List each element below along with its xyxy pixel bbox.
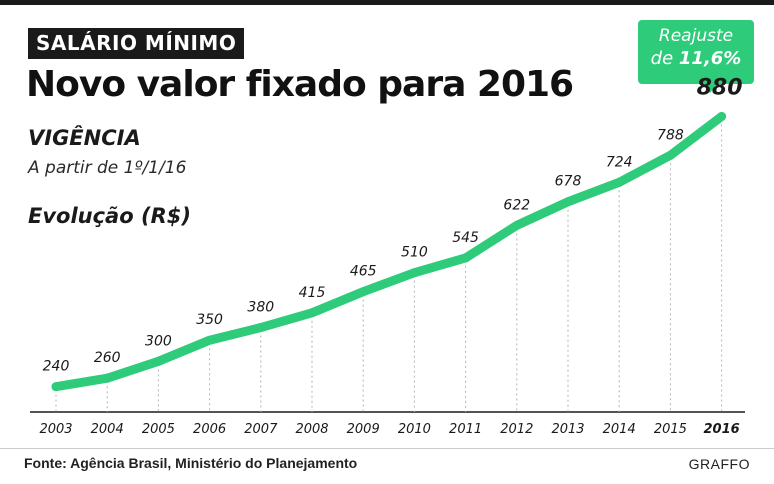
x-tick-label-2008: 2008 <box>295 422 328 437</box>
credit-note: GRAFFO <box>688 456 750 472</box>
x-tick-label-2011: 2011 <box>449 422 482 437</box>
badge-line-1: Reajuste <box>658 26 734 46</box>
data-point-2011 <box>461 253 471 263</box>
data-label-2016: 880 <box>697 75 743 100</box>
data-point-2014 <box>614 177 624 187</box>
section-tag: SALÁRIO MÍNIMO <box>28 28 245 59</box>
data-label-2008: 415 <box>299 285 326 301</box>
x-tick-label-2005: 2005 <box>142 422 175 437</box>
x-tick-label-2007: 2007 <box>244 422 278 437</box>
data-label-2004: 260 <box>94 350 121 366</box>
chart-title: Evolução (R$) <box>28 204 191 228</box>
data-point-2012 <box>512 220 522 230</box>
badge-pointer <box>703 84 717 93</box>
data-label-2003: 240 <box>43 359 70 375</box>
badge-value: 11,6% <box>678 48 742 69</box>
x-tick-label-2012: 2012 <box>500 422 533 437</box>
data-label-2005: 300 <box>145 333 172 349</box>
data-label-2007: 380 <box>247 300 274 316</box>
data-point-2009 <box>358 287 368 297</box>
top-rule <box>0 0 774 5</box>
data-label-2006: 350 <box>196 312 223 328</box>
vigencia-date: A partir de 1º/1/16 <box>28 158 187 178</box>
page-title: Novo valor fixado para 2016 <box>26 64 574 105</box>
data-point-2003 <box>51 382 61 392</box>
data-label-2015: 788 <box>657 127 684 143</box>
source-note: Fonte: Agência Brasil, Ministério do Pla… <box>24 455 358 471</box>
data-label-2014: 724 <box>606 154 633 170</box>
x-tick-label-2003: 2003 <box>39 422 72 437</box>
x-tick-label-2004: 2004 <box>91 422 124 437</box>
vigencia-title: VIGÊNCIA <box>28 126 141 150</box>
data-point-2005 <box>153 356 163 366</box>
footer-rule <box>0 448 774 449</box>
line-chart: 240 260 300 350 380 415 465 510 545 622 678 724 788 8… <box>30 75 745 437</box>
data-point-2015 <box>665 150 675 160</box>
data-label-2013: 678 <box>555 174 582 190</box>
data-point-2016 <box>717 111 727 121</box>
x-tick-label-2009: 2009 <box>347 422 380 437</box>
x-tick-label-2014: 2014 <box>603 422 636 437</box>
data-point-2007 <box>256 323 266 333</box>
data-point-2008 <box>307 308 317 318</box>
x-tick-label-2010: 2010 <box>398 422 431 437</box>
badge-prefix: de <box>650 48 679 69</box>
data-point-2010 <box>409 268 419 278</box>
x-tick-label-2015: 2015 <box>654 422 687 437</box>
x-tick-label-2016: 2016 <box>704 422 740 437</box>
data-label-2009: 465 <box>350 264 377 280</box>
x-tick-label-2013: 2013 <box>551 422 584 437</box>
data-label-2012: 622 <box>503 197 530 213</box>
series-line <box>51 111 727 392</box>
adjustment-badge: Reajuste de 11,6% <box>638 20 754 84</box>
data-label-2011: 545 <box>452 230 479 246</box>
x-tick-label-2006: 2006 <box>193 422 226 437</box>
data-point-2013 <box>563 197 573 207</box>
data-label-2010: 510 <box>401 245 428 261</box>
data-point-2006 <box>205 335 215 345</box>
data-point-2004 <box>102 373 112 383</box>
badge-line-2: de 11,6% <box>638 48 754 69</box>
